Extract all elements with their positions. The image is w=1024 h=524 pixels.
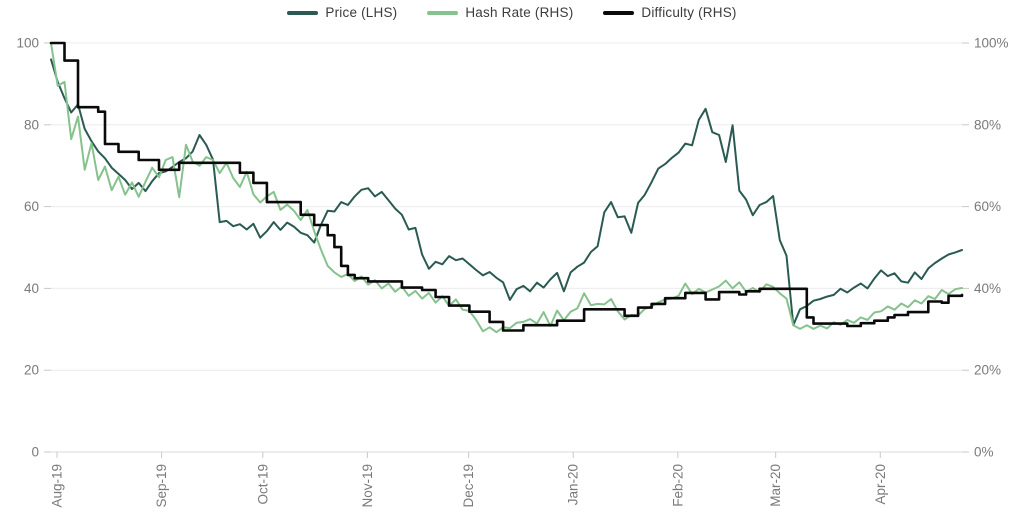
legend-item-price: Price (LHS) (287, 5, 397, 20)
hash-rate-line-swatch-icon (427, 10, 459, 15)
left-axis-tick-label: 0 (31, 445, 39, 460)
legend-item-hash-rate: Hash Rate (RHS) (427, 5, 573, 20)
legend-label-difficulty: Difficulty (RHS) (641, 5, 737, 20)
right-axis-tick-label: 0% (974, 445, 994, 460)
hash-rate-rhs-series-line (50, 42, 963, 334)
x-axis-tick-label: Apr-20 (873, 464, 888, 505)
x-axis-tick-label: Sep-19 (154, 464, 169, 508)
left-axis-tick-label: 100 (16, 36, 39, 51)
legend-item-difficulty: Difficulty (RHS) (603, 5, 736, 20)
left-axis-tick-label: 60 (24, 199, 39, 214)
x-axis-tick-label: Mar-20 (768, 464, 783, 507)
x-axis-tick-label: Nov-19 (360, 464, 375, 508)
left-axis-tick-label: 40 (24, 281, 39, 296)
x-axis-tick-label: Jan-20 (566, 464, 581, 505)
x-axis-tick-label: Feb-20 (670, 464, 685, 507)
left-axis-tick-label: 80 (24, 117, 39, 132)
right-axis-tick-label: 20% (974, 363, 1001, 378)
right-axis-tick-label: 60% (974, 199, 1001, 214)
x-axis-tick-label: Aug-19 (50, 464, 65, 508)
x-axis-tick-label: Dec-19 (461, 464, 476, 508)
right-axis-tick-label: 80% (974, 117, 1001, 132)
right-axis-tick-label: 100% (974, 36, 1009, 51)
legend-label-price: Price (LHS) (325, 5, 398, 20)
difficulty-rhs-series-line (49, 41, 964, 332)
price-lhs-series-line (50, 58, 963, 327)
difficulty-line-swatch-icon (603, 10, 635, 15)
price-line-swatch-icon (287, 10, 319, 15)
x-axis-tick-label: Oct-19 (255, 464, 270, 505)
right-axis-tick-label: 40% (974, 281, 1001, 296)
legend-label-hash-rate: Hash Rate (RHS) (465, 5, 574, 20)
left-axis-tick-label: 20 (24, 363, 39, 378)
chart-legend: Price (LHS) Hash Rate (RHS) Difficulty (… (0, 5, 1024, 20)
